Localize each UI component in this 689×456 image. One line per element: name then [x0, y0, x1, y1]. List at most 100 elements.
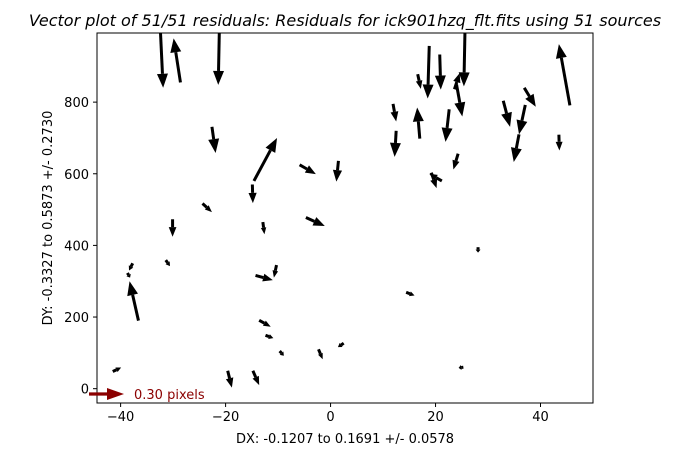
vector-head	[458, 365, 462, 370]
vector-head	[225, 377, 234, 388]
vector-shaft	[438, 54, 442, 76]
vector-arrow	[405, 290, 415, 297]
vector-arrow	[168, 219, 177, 237]
vector-arrow	[156, 32, 168, 88]
y-tick-label: 200	[64, 311, 89, 326]
vector-shaft	[405, 290, 411, 296]
vector-shaft	[501, 100, 508, 114]
x-axis: −40 −20 0 20 40	[107, 403, 549, 425]
vector-arrow	[305, 216, 325, 227]
vector-arrow	[390, 103, 399, 122]
vector-arrow	[389, 130, 401, 157]
vector-head	[430, 178, 438, 189]
vector-arrow	[126, 272, 131, 278]
vector-arrow	[412, 107, 424, 139]
vector-shaft	[462, 32, 467, 73]
vector-head	[262, 320, 271, 327]
vector-head	[409, 291, 415, 297]
vector-arrow	[516, 104, 528, 135]
vector-head	[260, 227, 267, 235]
vector-shaft	[455, 84, 462, 103]
vector-head	[412, 107, 424, 122]
vector-head	[501, 111, 512, 127]
vector-shaft	[522, 87, 531, 98]
vector-arrow	[278, 350, 284, 356]
vector-head	[516, 119, 528, 135]
vector-arrow	[272, 264, 279, 278]
vector-head	[248, 192, 257, 204]
vector-shaft	[298, 163, 308, 171]
vector-arrow	[501, 100, 512, 127]
vector-shaft	[164, 259, 169, 264]
vector-shaft	[273, 264, 278, 272]
vector-shaft	[520, 104, 527, 121]
vector-head	[441, 127, 453, 142]
vector-head	[265, 137, 278, 153]
vector-shaft	[429, 172, 436, 181]
vector-shaft	[226, 370, 232, 379]
y-tick-label: 400	[64, 239, 89, 254]
vector-arrow	[248, 184, 257, 204]
vector-shaft	[278, 350, 283, 355]
x-tick-label: 40	[532, 410, 549, 425]
vector-arrow	[317, 348, 323, 360]
vector-shaft	[393, 130, 398, 144]
vector-shaft	[258, 318, 266, 325]
vector-arrow	[555, 134, 563, 151]
vector-head	[415, 80, 423, 89]
vector-head	[312, 217, 325, 227]
vector-arrow	[112, 367, 122, 373]
y-axis: 0 200 400 600 800	[64, 96, 97, 398]
vector-head	[434, 75, 446, 90]
vector-arrow	[128, 262, 135, 271]
x-axis-label: DX: -0.1207 to 0.1691 +/- 0.0578	[236, 432, 454, 447]
vector-head	[279, 351, 284, 356]
vector-arrow	[458, 365, 464, 370]
vector-arrow	[264, 333, 274, 339]
vector-head	[510, 147, 522, 162]
vector-head	[475, 249, 481, 253]
vector-head	[115, 367, 122, 372]
vector-arrow	[225, 370, 234, 388]
vector-head	[454, 101, 466, 117]
y-tick-label: 0	[81, 383, 89, 398]
plot-frame	[96, 32, 594, 404]
y-tick-label: 800	[64, 96, 89, 111]
vector-arrow	[415, 73, 423, 89]
vector-shaft	[129, 262, 135, 268]
vector-arrow	[422, 45, 434, 99]
vector-arrow	[441, 109, 453, 142]
x-tick-label: 20	[427, 410, 444, 425]
vector-head	[318, 352, 323, 360]
vector-shaft	[201, 202, 208, 209]
key-arrow	[89, 388, 124, 400]
vector-arrow	[332, 160, 343, 182]
vector-arrow	[298, 163, 316, 175]
vector-head	[453, 73, 461, 84]
vector-shaft	[255, 274, 264, 280]
vector-arrow	[255, 273, 273, 282]
vector-head	[170, 38, 182, 54]
vector-arrow	[127, 281, 140, 321]
vector-arrow	[555, 44, 572, 106]
vector-arrow	[260, 221, 267, 235]
vector-head	[389, 142, 401, 157]
vector-arrow	[164, 259, 170, 267]
x-tick-label: 0	[326, 410, 334, 425]
vector-head	[332, 169, 343, 182]
vector-shaft	[416, 121, 422, 139]
vector-shaft	[336, 160, 340, 171]
vector-shaft	[251, 370, 258, 378]
vector-shaft	[261, 221, 266, 228]
vector-head	[128, 265, 134, 271]
vector-head	[390, 111, 399, 122]
vector-arrow	[337, 341, 345, 348]
vector-shaft	[210, 126, 216, 140]
vector-head	[268, 334, 274, 339]
vector-shaft	[559, 57, 572, 106]
vector-shaft	[426, 45, 431, 85]
x-tick-label: −40	[107, 410, 134, 425]
vector-arrow	[258, 318, 271, 327]
chart-title: Vector plot of 51/51 residuals: Residual…	[29, 11, 661, 31]
vector-shaft	[391, 103, 396, 113]
